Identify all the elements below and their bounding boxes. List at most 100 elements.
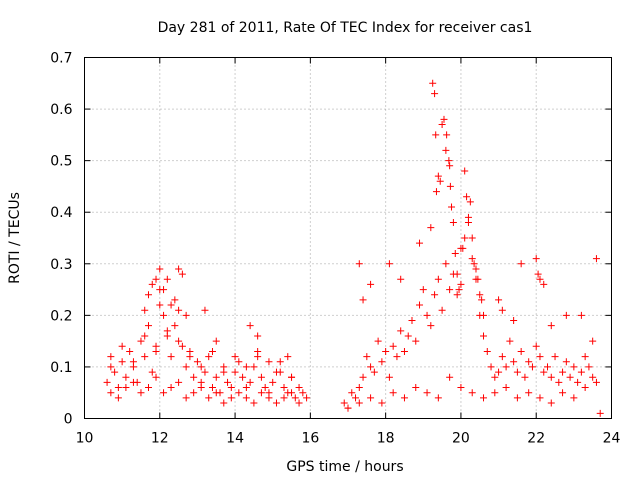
data-point (201, 306, 209, 314)
data-point (156, 301, 164, 309)
data-point (431, 291, 439, 299)
data-point (438, 306, 446, 314)
data-point (363, 353, 371, 361)
data-point (589, 337, 597, 345)
data-point (197, 384, 205, 392)
data-point (355, 399, 363, 407)
data-point (269, 378, 277, 386)
data-point (455, 286, 463, 294)
data-point (276, 358, 284, 366)
data-point (559, 389, 567, 397)
data-point (453, 291, 461, 299)
x-tick-label: 20 (452, 431, 470, 447)
data-point (182, 363, 190, 371)
data-point (419, 286, 427, 294)
data-point (163, 275, 171, 283)
data-point (534, 270, 542, 278)
data-point (299, 389, 307, 397)
data-point (495, 368, 503, 376)
data-point (502, 384, 510, 392)
data-point (389, 389, 397, 397)
data-point (570, 394, 578, 402)
data-point (148, 368, 156, 376)
data-point (205, 394, 213, 402)
data-point (129, 378, 137, 386)
data-point (423, 311, 431, 319)
data-point (163, 327, 171, 335)
data-point (476, 291, 484, 299)
data-point (272, 399, 280, 407)
data-point (468, 234, 476, 242)
data-point (581, 384, 589, 392)
data-point (525, 389, 533, 397)
data-point (295, 399, 303, 407)
y-tick-label: 0 (64, 412, 73, 428)
data-point (451, 249, 459, 257)
data-point (175, 306, 183, 314)
data-point (303, 394, 311, 402)
data-point (547, 399, 555, 407)
y-tick-label: 0.3 (50, 257, 72, 273)
data-point (510, 317, 518, 325)
data-point (152, 275, 160, 283)
data-point (276, 368, 284, 376)
data-point (498, 353, 506, 361)
data-point (521, 373, 529, 381)
data-point (367, 363, 375, 371)
data-point (201, 368, 209, 376)
data-point (212, 373, 220, 381)
data-point (385, 373, 393, 381)
data-point (459, 244, 467, 252)
data-point (397, 275, 405, 283)
data-point (434, 172, 442, 180)
data-point (438, 121, 446, 129)
data-point (182, 311, 190, 319)
data-point (577, 311, 585, 319)
data-point (171, 322, 179, 330)
data-point (517, 347, 525, 355)
data-point (453, 270, 461, 278)
data-point (231, 368, 239, 376)
data-point (178, 270, 186, 278)
y-tick-label: 0.6 (50, 102, 72, 118)
data-point (280, 394, 288, 402)
data-point (442, 146, 450, 154)
data-point (449, 219, 457, 227)
data-point (114, 394, 122, 402)
data-point (171, 296, 179, 304)
data-point (167, 301, 175, 309)
data-point (344, 404, 352, 412)
data-point (367, 394, 375, 402)
data-point (156, 265, 164, 273)
data-point (536, 394, 544, 402)
data-point (250, 363, 258, 371)
data-point (478, 296, 486, 304)
data-point (167, 353, 175, 361)
data-point (160, 389, 168, 397)
data-point (355, 260, 363, 268)
data-point (175, 378, 183, 386)
data-point (239, 373, 247, 381)
data-point (389, 342, 397, 350)
data-point (291, 394, 299, 402)
data-point (186, 353, 194, 361)
data-point (208, 347, 216, 355)
data-point (432, 131, 440, 139)
data-point (589, 373, 597, 381)
data-point (235, 358, 243, 366)
data-point (566, 373, 574, 381)
data-point (261, 384, 269, 392)
data-point (122, 373, 130, 381)
x-tick-label: 10 (76, 431, 94, 447)
data-point (160, 311, 168, 319)
data-point (532, 255, 540, 263)
data-point (464, 213, 472, 221)
data-point (288, 373, 296, 381)
data-point (551, 353, 559, 361)
data-point (562, 358, 570, 366)
data-point (536, 275, 544, 283)
data-point (513, 394, 521, 402)
data-point (468, 255, 476, 263)
data-point (385, 260, 393, 268)
data-point (592, 255, 600, 263)
